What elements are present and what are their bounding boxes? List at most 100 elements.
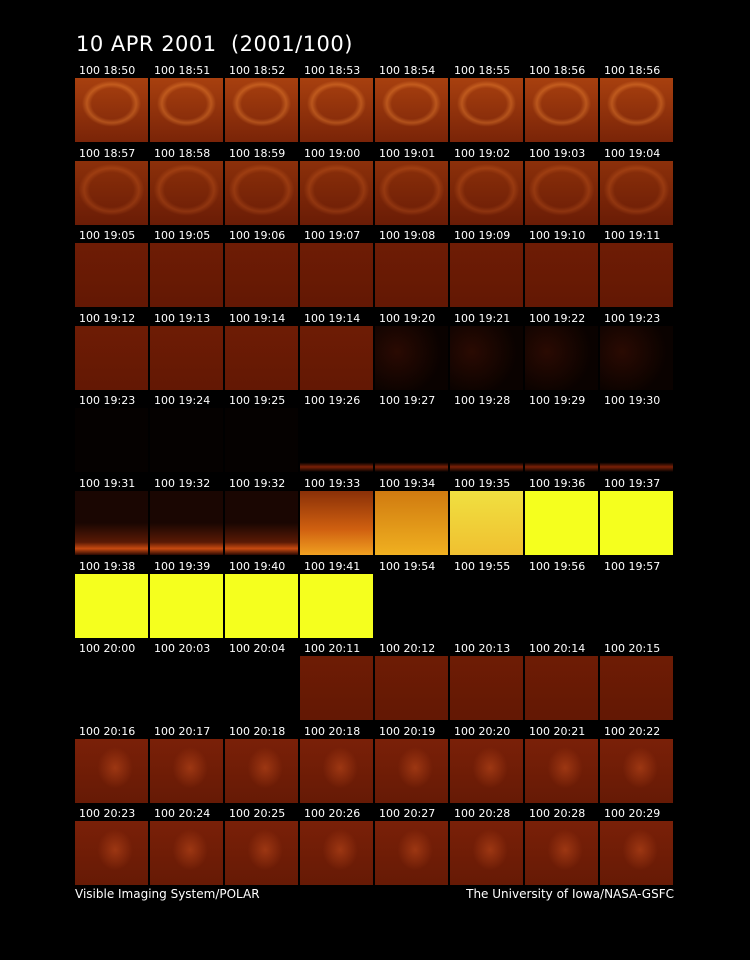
image-tile — [525, 408, 598, 473]
image-tile — [75, 78, 148, 142]
tile-label: 100 19:54 — [379, 559, 436, 573]
tile-label: 100 19:05 — [79, 229, 136, 243]
image-tile — [450, 160, 523, 225]
tile-label: 100 19:39 — [154, 559, 211, 573]
image-tile — [225, 408, 298, 473]
image-tile — [75, 821, 148, 886]
image-tile — [600, 491, 673, 555]
tile-label: 100 20:18 — [229, 724, 286, 738]
image-tile — [375, 573, 448, 638]
image-tile — [150, 656, 223, 721]
tile-label: 100 19:36 — [529, 477, 586, 490]
tile-label: 100 19:32 — [229, 477, 286, 490]
tile-label: 100 19:09 — [454, 229, 511, 243]
tile-label: 100 19:31 — [79, 477, 136, 490]
image-tile — [300, 491, 373, 555]
tile-label: 100 20:21 — [529, 724, 586, 738]
tile-label: 100 20:11 — [304, 642, 361, 656]
tile-label: 100 20:03 — [154, 642, 211, 656]
tile-label: 100 19:23 — [604, 311, 661, 325]
image-tile — [450, 78, 523, 142]
tile-label: 100 19:27 — [379, 394, 436, 408]
tile-label: 100 18:51 — [154, 64, 211, 77]
tile-label: 100 19:29 — [529, 394, 586, 408]
image-tile — [75, 408, 148, 473]
tile-label: 100 19:33 — [304, 477, 361, 490]
image-tile — [300, 656, 373, 721]
tile-label: 100 19:34 — [379, 477, 436, 490]
image-tile — [300, 160, 373, 225]
tile-label: 100 19:32 — [154, 477, 211, 490]
image-tile — [225, 656, 298, 721]
image-tile — [450, 573, 523, 638]
image-tile — [300, 821, 373, 886]
image-tile — [600, 325, 673, 390]
image-tile — [375, 738, 448, 803]
image-tile — [150, 243, 223, 308]
image-tile — [225, 325, 298, 390]
image-tile — [600, 821, 673, 886]
image-tile — [375, 325, 448, 390]
tile-label: 100 18:58 — [154, 146, 211, 160]
tile-label: 100 20:14 — [529, 642, 586, 656]
image-tile — [225, 738, 298, 803]
image-tile — [375, 491, 448, 555]
tile-label: 100 18:59 — [229, 146, 286, 160]
tile-label: 100 19:21 — [454, 311, 511, 325]
tile-label: 100 19:40 — [229, 559, 286, 573]
image-tile — [525, 78, 598, 142]
tile-label: 100 19:22 — [529, 311, 586, 325]
tile-label: 100 20:19 — [379, 724, 436, 738]
image-tile — [225, 243, 298, 308]
tile-label: 100 20:12 — [379, 642, 436, 656]
tile-label: 100 19:02 — [454, 146, 511, 160]
image-tile — [525, 656, 598, 721]
image-tile — [600, 656, 673, 721]
tile-label: 100 20:24 — [154, 807, 211, 821]
tile-label: 100 20:27 — [379, 807, 436, 821]
image-tile — [525, 243, 598, 308]
tile-label: 100 20:04 — [229, 642, 286, 656]
image-tile — [450, 656, 523, 721]
tile-label: 100 19:56 — [529, 559, 586, 573]
image-tile — [600, 573, 673, 638]
tile-label: 100 19:07 — [304, 229, 361, 243]
tile-label: 100 19:06 — [229, 229, 286, 243]
tile-label: 100 20:17 — [154, 724, 211, 738]
tile-label: 100 19:41 — [304, 559, 361, 573]
image-tile — [75, 573, 148, 638]
image-tile — [600, 78, 673, 142]
tile-label: 100 19:57 — [604, 559, 661, 573]
image-tile — [450, 491, 523, 555]
tile-label: 100 18:50 — [79, 64, 136, 77]
tile-label: 100 20:28 — [454, 807, 511, 821]
tile-label: 100 19:55 — [454, 559, 511, 573]
tile-label: 100 19:14 — [229, 311, 286, 325]
tile-label: 100 20:13 — [454, 642, 511, 656]
image-tile — [300, 408, 373, 473]
tile-label: 100 19:35 — [454, 477, 511, 490]
image-tile — [150, 821, 223, 886]
image-tile — [150, 408, 223, 473]
image-tile — [375, 408, 448, 473]
image-tile — [600, 243, 673, 308]
image-tile — [225, 573, 298, 638]
image-tile — [450, 408, 523, 473]
footer-right: The University of Iowa/NASA-GSFC — [466, 887, 674, 901]
tile-label: 100 19:03 — [529, 146, 586, 160]
tile-label: 100 19:05 — [154, 229, 211, 243]
tile-label: 100 20:22 — [604, 724, 661, 738]
tile-label: 100 19:37 — [604, 477, 661, 490]
image-tile — [450, 325, 523, 390]
image-tile — [300, 78, 373, 142]
tile-label: 100 20:25 — [229, 807, 286, 821]
image-tile — [150, 325, 223, 390]
tile-label: 100 20:15 — [604, 642, 661, 656]
image-tile — [225, 160, 298, 225]
image-tile — [300, 738, 373, 803]
tile-label: 100 20:18 — [304, 724, 361, 738]
tile-label: 100 19:01 — [379, 146, 436, 160]
image-tile — [75, 325, 148, 390]
image-tile — [75, 243, 148, 308]
